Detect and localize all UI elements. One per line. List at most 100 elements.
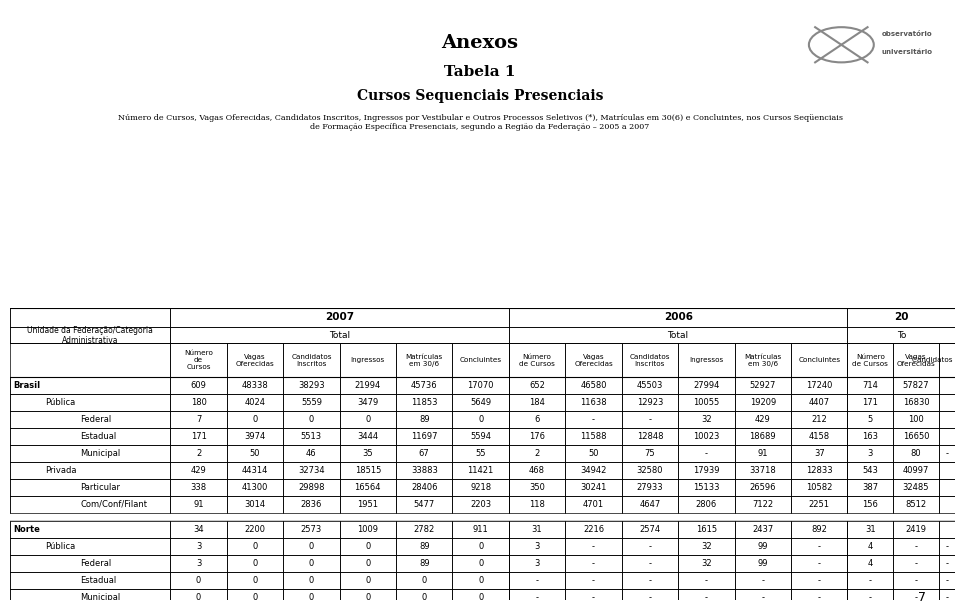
Bar xyxy=(678,428,734,445)
Text: 1951: 1951 xyxy=(357,499,378,509)
Text: 28: 28 xyxy=(532,610,542,615)
Bar xyxy=(10,343,170,377)
Text: 32: 32 xyxy=(701,542,711,551)
Text: 609: 609 xyxy=(191,381,206,390)
Bar xyxy=(939,606,955,615)
Bar xyxy=(452,343,509,377)
Bar xyxy=(622,496,678,512)
Bar xyxy=(509,478,565,496)
Text: 2006: 2006 xyxy=(663,312,692,322)
Bar xyxy=(227,428,283,445)
Text: 1615: 1615 xyxy=(696,525,717,534)
Bar xyxy=(10,496,170,512)
Bar xyxy=(227,462,283,478)
Text: 3479: 3479 xyxy=(357,398,378,407)
Bar xyxy=(396,377,452,394)
Text: 10023: 10023 xyxy=(693,432,720,441)
Text: 31: 31 xyxy=(865,525,876,534)
Bar xyxy=(452,538,509,555)
Bar xyxy=(893,522,939,538)
Bar xyxy=(893,538,939,555)
Bar xyxy=(396,478,452,496)
Text: 11697: 11697 xyxy=(411,432,438,441)
Bar xyxy=(509,462,565,478)
Bar xyxy=(893,589,939,606)
Text: 17240: 17240 xyxy=(806,381,832,390)
Bar xyxy=(622,555,678,572)
Text: 46: 46 xyxy=(306,449,317,458)
Bar xyxy=(565,462,622,478)
Bar xyxy=(734,411,791,428)
Text: 0: 0 xyxy=(309,576,314,585)
Bar xyxy=(452,478,509,496)
Text: 4: 4 xyxy=(868,542,873,551)
Text: Matrículas
em 30/6: Matrículas em 30/6 xyxy=(744,354,781,367)
Bar xyxy=(509,538,565,555)
Text: -: - xyxy=(648,559,652,568)
Text: 32485: 32485 xyxy=(902,483,929,491)
Bar xyxy=(734,522,791,538)
Bar xyxy=(939,343,955,377)
Text: -: - xyxy=(869,576,872,585)
Text: Federal: Federal xyxy=(81,415,111,424)
Text: -: - xyxy=(592,559,595,568)
Bar xyxy=(678,394,734,411)
Text: 2437: 2437 xyxy=(752,525,774,534)
Bar xyxy=(565,555,622,572)
Bar xyxy=(10,512,955,522)
Bar xyxy=(283,411,340,428)
Bar xyxy=(848,377,893,394)
Bar xyxy=(340,572,396,589)
Bar xyxy=(283,589,340,606)
Text: 27: 27 xyxy=(865,610,876,615)
Text: -: - xyxy=(761,593,764,602)
Text: 10582: 10582 xyxy=(806,483,832,491)
Bar xyxy=(622,411,678,428)
Bar xyxy=(848,411,893,428)
Text: 67: 67 xyxy=(419,449,430,458)
Bar xyxy=(509,394,565,411)
Text: universitário: universitário xyxy=(881,49,932,55)
Bar xyxy=(734,428,791,445)
Bar xyxy=(10,327,170,343)
Text: 0: 0 xyxy=(478,576,483,585)
Bar xyxy=(678,343,734,377)
Bar xyxy=(848,462,893,478)
Text: 3: 3 xyxy=(535,542,540,551)
Text: -: - xyxy=(818,576,821,585)
Text: 89: 89 xyxy=(419,415,429,424)
Text: 0: 0 xyxy=(421,576,427,585)
Text: 7122: 7122 xyxy=(753,499,774,509)
Text: Anexos: Anexos xyxy=(442,34,518,52)
Bar xyxy=(227,377,283,394)
Bar xyxy=(791,462,848,478)
Text: Vagas
Oferecidas: Vagas Oferecidas xyxy=(235,354,275,367)
Bar xyxy=(340,411,396,428)
Text: 16830: 16830 xyxy=(902,398,929,407)
Bar xyxy=(678,411,734,428)
Bar xyxy=(734,445,791,462)
Bar xyxy=(848,343,893,377)
Text: 2200: 2200 xyxy=(245,610,266,615)
Text: Total: Total xyxy=(667,331,688,340)
Bar xyxy=(565,411,622,428)
Text: 2: 2 xyxy=(196,449,202,458)
Bar xyxy=(893,478,939,496)
Bar xyxy=(678,572,734,589)
Text: 33718: 33718 xyxy=(750,466,776,475)
Bar xyxy=(678,496,734,512)
Text: 2574: 2574 xyxy=(639,525,660,534)
Text: 468: 468 xyxy=(529,466,545,475)
Bar xyxy=(340,343,396,377)
Text: 9218: 9218 xyxy=(470,483,492,491)
Text: 35: 35 xyxy=(363,449,373,458)
Bar xyxy=(10,428,170,445)
Bar xyxy=(734,589,791,606)
Text: Concluintes: Concluintes xyxy=(460,357,502,363)
Bar xyxy=(678,522,734,538)
Bar xyxy=(565,394,622,411)
Bar xyxy=(227,394,283,411)
Text: 0: 0 xyxy=(365,593,371,602)
Text: 0: 0 xyxy=(478,542,483,551)
Text: 0: 0 xyxy=(309,559,314,568)
